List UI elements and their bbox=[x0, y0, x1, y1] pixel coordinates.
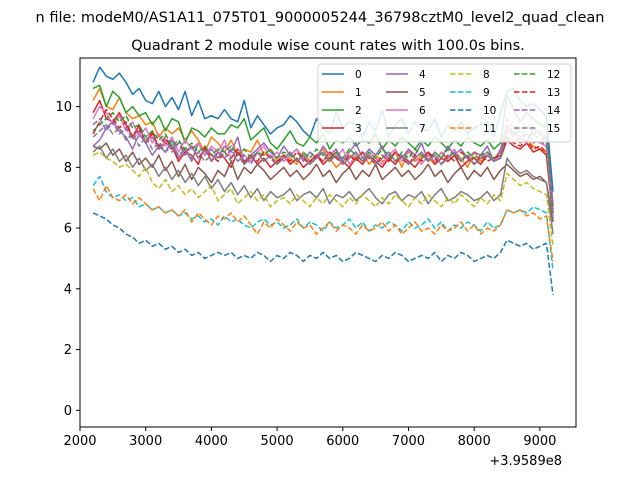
axis-ticks: 2000 3000 4000 5000 6000 7000 8000 9000 0 2 4 6 8 10 bbox=[55, 100, 556, 449]
legend-label-8: 8 bbox=[483, 69, 490, 81]
y-tick-label: 8 bbox=[64, 161, 72, 176]
series-line-15 bbox=[92, 124, 554, 220]
x-tick-label: 5000 bbox=[261, 434, 294, 449]
legend-label-3: 3 bbox=[355, 123, 362, 135]
y-tick-label: 2 bbox=[64, 343, 72, 358]
y-tick-label: 6 bbox=[64, 222, 72, 237]
x-tick-label: 3000 bbox=[129, 434, 162, 449]
chart-title: Quadrant 2 module wise count rates with … bbox=[131, 38, 525, 54]
series-line-4 bbox=[92, 121, 554, 210]
series-line-8 bbox=[92, 151, 554, 247]
series-layer bbox=[92, 66, 554, 295]
legend-label-0: 0 bbox=[355, 69, 362, 81]
y-tick-label: 10 bbox=[55, 100, 72, 115]
series-line-1 bbox=[92, 87, 554, 213]
legend-label-15: 15 bbox=[547, 123, 560, 135]
x-tick-label: 6000 bbox=[326, 434, 359, 449]
series-line-5 bbox=[92, 142, 554, 223]
x-tick-label: 4000 bbox=[195, 434, 228, 449]
legend-label-4: 4 bbox=[419, 69, 426, 81]
x-tick-label: 8000 bbox=[458, 434, 491, 449]
series-line-11 bbox=[92, 184, 554, 262]
x-tick-label: 9000 bbox=[523, 434, 556, 449]
legend-label-10: 10 bbox=[483, 105, 496, 117]
legend-label-14: 14 bbox=[547, 105, 561, 117]
series-line-10 bbox=[92, 212, 554, 295]
legend-label-1: 1 bbox=[355, 87, 362, 99]
legend-label-6: 6 bbox=[419, 105, 426, 117]
legend-label-11: 11 bbox=[483, 123, 496, 135]
legend-label-5: 5 bbox=[419, 87, 426, 99]
series-line-13 bbox=[92, 108, 554, 216]
x-tick-label: 7000 bbox=[392, 434, 425, 449]
plot-frame bbox=[79, 57, 577, 428]
y-tick-label: 4 bbox=[64, 282, 72, 297]
y-tick-label: 0 bbox=[64, 404, 72, 419]
x-tick-label: 2000 bbox=[63, 434, 96, 449]
series-line-12 bbox=[92, 111, 554, 213]
legend-label-7: 7 bbox=[419, 123, 426, 135]
legend-frame bbox=[317, 63, 572, 143]
series-line-7 bbox=[92, 145, 554, 235]
x-offset-label: +3.9589e8 bbox=[489, 454, 562, 469]
legend-label-12: 12 bbox=[547, 69, 560, 81]
legend-label-2: 2 bbox=[355, 105, 362, 117]
legend-label-9: 9 bbox=[483, 87, 490, 99]
legend-label-13: 13 bbox=[547, 87, 560, 99]
figure-suptitle: n file: modeM0/AS1A11_075T01_9000005244_… bbox=[36, 10, 605, 26]
